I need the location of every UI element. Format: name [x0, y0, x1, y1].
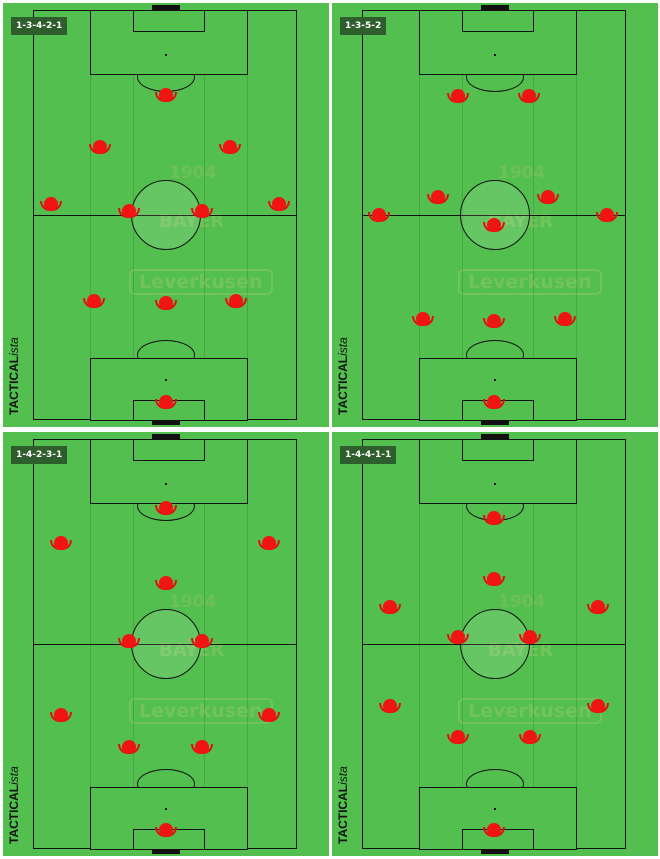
player-marker [118, 204, 140, 220]
goal-top [481, 5, 509, 10]
player-marker [155, 576, 177, 592]
player-marker [219, 140, 241, 156]
player-marker [225, 294, 247, 310]
player-marker [118, 740, 140, 756]
player-marker [155, 296, 177, 312]
player-marker [155, 395, 177, 411]
crest-city: Leverkusen [129, 698, 273, 724]
penalty-box-bottom [90, 787, 248, 850]
player-marker [50, 708, 72, 724]
player-marker [518, 89, 540, 105]
penalty-box-bottom [419, 358, 577, 421]
player-marker [519, 630, 541, 646]
pitch: 1904 BAYER Leverkusen [33, 10, 297, 421]
penalty-box-top [419, 10, 577, 75]
goal-top [152, 5, 180, 10]
brand-italic: ista [7, 766, 21, 785]
goal-bottom [481, 849, 509, 854]
tacticalista-logo: TACTICALista [7, 754, 21, 844]
player-marker [258, 708, 280, 724]
six-yard-box-top [462, 10, 534, 32]
goal-top [152, 434, 180, 439]
player-marker [483, 572, 505, 588]
player-marker [89, 140, 111, 156]
player-marker [379, 600, 401, 616]
player-marker [83, 294, 105, 310]
player-marker [483, 314, 505, 330]
player-marker [191, 204, 213, 220]
tacticalista-logo: TACTICALista [336, 754, 350, 844]
goal-bottom [152, 420, 180, 425]
formation-label: 1-3-5-2 [340, 17, 387, 35]
formation-label: 1-3-4-2-1 [11, 17, 68, 35]
player-marker [427, 190, 449, 206]
formation-panel: 1904 BAYER Leverkusen 1-3-5-2 TACTICALista [332, 3, 658, 427]
player-marker [412, 312, 434, 328]
goal-bottom [152, 849, 180, 854]
player-marker [50, 536, 72, 552]
pitch: 1904 BAYER Leverkusen [362, 10, 626, 421]
player-marker [447, 730, 469, 746]
formation-label: 1-4-4-1-1 [340, 446, 397, 464]
player-marker [596, 208, 618, 224]
player-marker [118, 634, 140, 650]
player-marker [483, 511, 505, 527]
brand-italic: ista [7, 337, 21, 356]
brand-italic: ista [336, 766, 350, 785]
six-yard-box-top [133, 10, 205, 32]
player-marker [258, 536, 280, 552]
brand-bold: TACTICAL [7, 355, 21, 415]
player-marker [40, 197, 62, 213]
player-marker [537, 190, 559, 206]
goal-bottom [481, 420, 509, 425]
brand-bold: TACTICAL [336, 784, 350, 844]
player-marker [519, 730, 541, 746]
brand-bold: TACTICAL [7, 784, 21, 844]
player-marker [155, 501, 177, 517]
brand-bold: TACTICAL [336, 355, 350, 415]
player-marker [379, 699, 401, 715]
player-marker [447, 630, 469, 646]
penalty-box-top [90, 10, 248, 75]
player-marker [191, 634, 213, 650]
six-yard-box-top [462, 439, 534, 461]
brand-italic: ista [336, 337, 350, 356]
tacticalista-logo: TACTICALista [7, 325, 21, 415]
formation-label: 1-4-2-3-1 [11, 446, 68, 464]
six-yard-box-top [133, 439, 205, 461]
goal-top [481, 434, 509, 439]
player-marker [554, 312, 576, 328]
crest-year: 1904 [169, 592, 217, 612]
formation-panel: 1904 BAYER Leverkusen 1-3-4-2-1 TACTICALis… [3, 3, 329, 427]
player-marker [268, 197, 290, 213]
crest-city: Leverkusen [458, 698, 602, 724]
formation-panel: 1904 BAYER Leverkusen 1-4-2-3-1 TACTICALis… [3, 432, 329, 856]
player-marker [483, 823, 505, 839]
pitch: 1904 BAYER Leverkusen [362, 439, 626, 850]
center-circle [460, 180, 530, 250]
player-marker [587, 699, 609, 715]
player-marker [483, 218, 505, 234]
center-circle [460, 609, 530, 679]
penalty-box-bottom [419, 787, 577, 850]
center-circle [131, 609, 201, 679]
crest-year: 1904 [498, 592, 546, 612]
tacticalista-logo: TACTICALista [336, 325, 350, 415]
crest-city: Leverkusen [458, 269, 602, 295]
player-marker [155, 88, 177, 104]
crest-year: 1904 [169, 163, 217, 183]
player-marker [447, 89, 469, 105]
player-marker [483, 395, 505, 411]
player-marker [587, 600, 609, 616]
crest-city: Leverkusen [129, 269, 273, 295]
player-marker [191, 740, 213, 756]
formation-panel: 1904 BAYER Leverkusen 1-4-4-1-1 TACTICALis… [332, 432, 658, 856]
player-marker [368, 208, 390, 224]
crest-year: 1904 [498, 163, 546, 183]
player-marker [155, 823, 177, 839]
